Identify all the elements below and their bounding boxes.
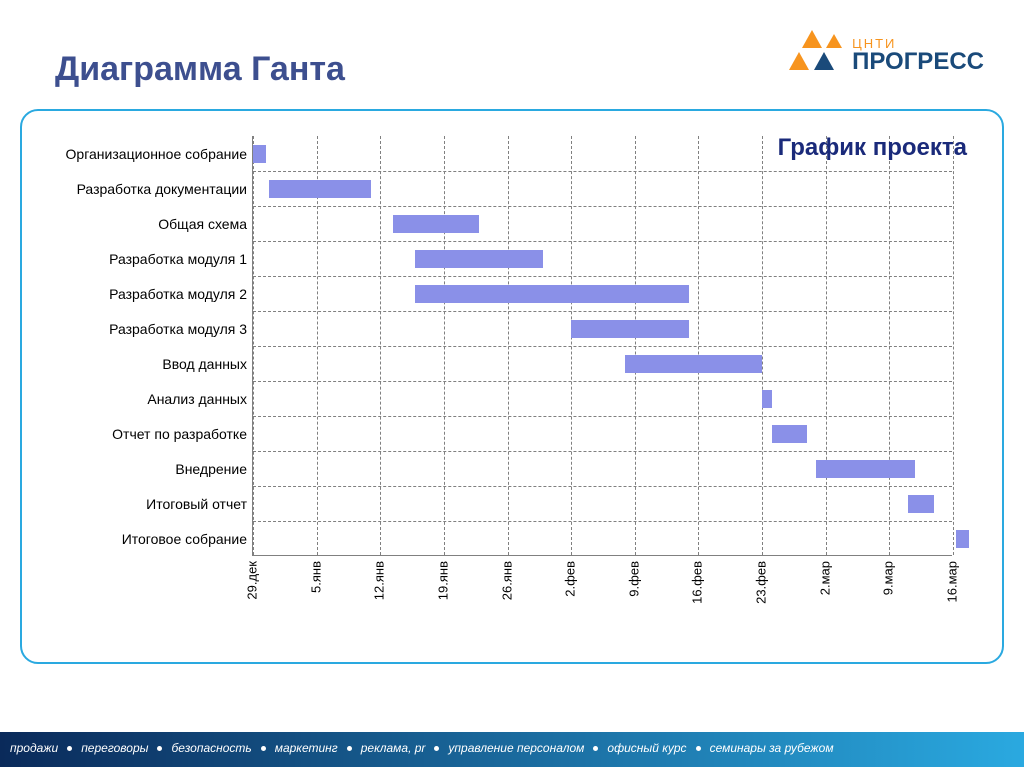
gantt-bar: [415, 285, 689, 303]
footer-item: продажи: [10, 741, 58, 755]
hgrid-line: [253, 206, 952, 207]
hgrid-line: [253, 311, 952, 312]
x-tick-label: 12.янв: [372, 561, 387, 600]
vgrid-line: [698, 136, 699, 555]
x-tick-label: 23.фев: [754, 561, 769, 604]
footer-item: офисный курс: [607, 741, 686, 755]
logo: ЦНТИ ПРОГРЕСС: [784, 30, 984, 80]
logo-icon: [784, 30, 844, 80]
hgrid-line: [253, 381, 952, 382]
footer-item: семинары за рубежом: [710, 741, 834, 755]
vgrid-line: [317, 136, 318, 555]
vgrid-line: [508, 136, 509, 555]
footer-separator-icon: [347, 746, 352, 751]
footer-item: маркетинг: [275, 741, 338, 755]
gantt-bar: [253, 145, 266, 163]
gantt-bar: [393, 215, 479, 233]
footer-separator-icon: [434, 746, 439, 751]
footer-separator-icon: [696, 746, 701, 751]
task-label: Анализ данных: [47, 391, 247, 407]
hgrid-line: [253, 346, 952, 347]
footer-item: управление персоналом: [448, 741, 584, 755]
footer-separator-icon: [157, 746, 162, 751]
footer-separator-icon: [261, 746, 266, 751]
gantt-bar: [956, 530, 969, 548]
x-tick-label: 16.фев: [690, 561, 705, 604]
footer-item: переговоры: [81, 741, 148, 755]
x-tick-label: 2.мар: [817, 561, 832, 595]
footer-item: реклама, pr: [361, 741, 426, 755]
chart-frame: График проекта Организационное собрание Р…: [20, 109, 1004, 664]
vgrid-line: [762, 136, 763, 555]
x-tick-label: 19.янв: [435, 561, 450, 600]
task-label: Разработка модуля 3: [47, 321, 247, 337]
footer-bar: продажи переговоры безопасность маркетинг ре…: [0, 732, 1024, 767]
hgrid-line: [253, 241, 952, 242]
vgrid-line: [380, 136, 381, 555]
gantt-chart: График проекта Организационное собрание Р…: [42, 126, 982, 626]
gantt-bar: [571, 320, 689, 338]
task-label: Итоговый отчет: [47, 496, 247, 512]
task-label: Разработка модуля 2: [47, 286, 247, 302]
hgrid-line: [253, 416, 952, 417]
footer-item: безопасность: [171, 741, 251, 755]
task-label: Организационное собрание: [47, 146, 247, 162]
gantt-bar: [816, 460, 915, 478]
vgrid-line: [635, 136, 636, 555]
hgrid-line: [253, 451, 952, 452]
gantt-bar: [415, 250, 542, 268]
chart-title: График проекта: [778, 134, 967, 162]
x-tick-label: 26.янв: [499, 561, 514, 600]
hgrid-line: [253, 486, 952, 487]
task-label: Внедрение: [47, 461, 247, 477]
vgrid-line: [253, 136, 254, 555]
gantt-bar: [908, 495, 933, 513]
x-tick-label: 29.дек: [245, 561, 260, 600]
x-tick-label: 9.фев: [626, 561, 641, 597]
hgrid-line: [253, 171, 952, 172]
x-tick-label: 5.янв: [308, 561, 323, 593]
vgrid-line: [826, 136, 827, 555]
task-label: Итоговое собрание: [47, 531, 247, 547]
page-title: Диаграмма Ганта: [55, 30, 345, 89]
logo-line2: ПРОГРЕСС: [852, 50, 984, 74]
gantt-bar: [625, 355, 762, 373]
vgrid-line: [953, 136, 954, 555]
plot-area: [252, 136, 952, 556]
vgrid-line: [444, 136, 445, 555]
task-label: Общая схема: [47, 216, 247, 232]
x-tick-label: 2.фев: [563, 561, 578, 597]
gantt-bar: [269, 180, 371, 198]
hgrid-line: [253, 276, 952, 277]
task-label: Ввод данных: [47, 356, 247, 372]
footer-separator-icon: [67, 746, 72, 751]
vgrid-line: [571, 136, 572, 555]
footer-separator-icon: [593, 746, 598, 751]
task-label: Отчет по разработке: [47, 426, 247, 442]
task-label: Разработка документации: [47, 181, 247, 197]
x-tick-label: 9.мар: [881, 561, 896, 595]
gantt-bar: [762, 390, 772, 408]
hgrid-line: [253, 521, 952, 522]
task-label: Разработка модуля 1: [47, 251, 247, 267]
vgrid-line: [889, 136, 890, 555]
gantt-bar: [772, 425, 807, 443]
x-tick-label: 16.мар: [945, 561, 960, 602]
